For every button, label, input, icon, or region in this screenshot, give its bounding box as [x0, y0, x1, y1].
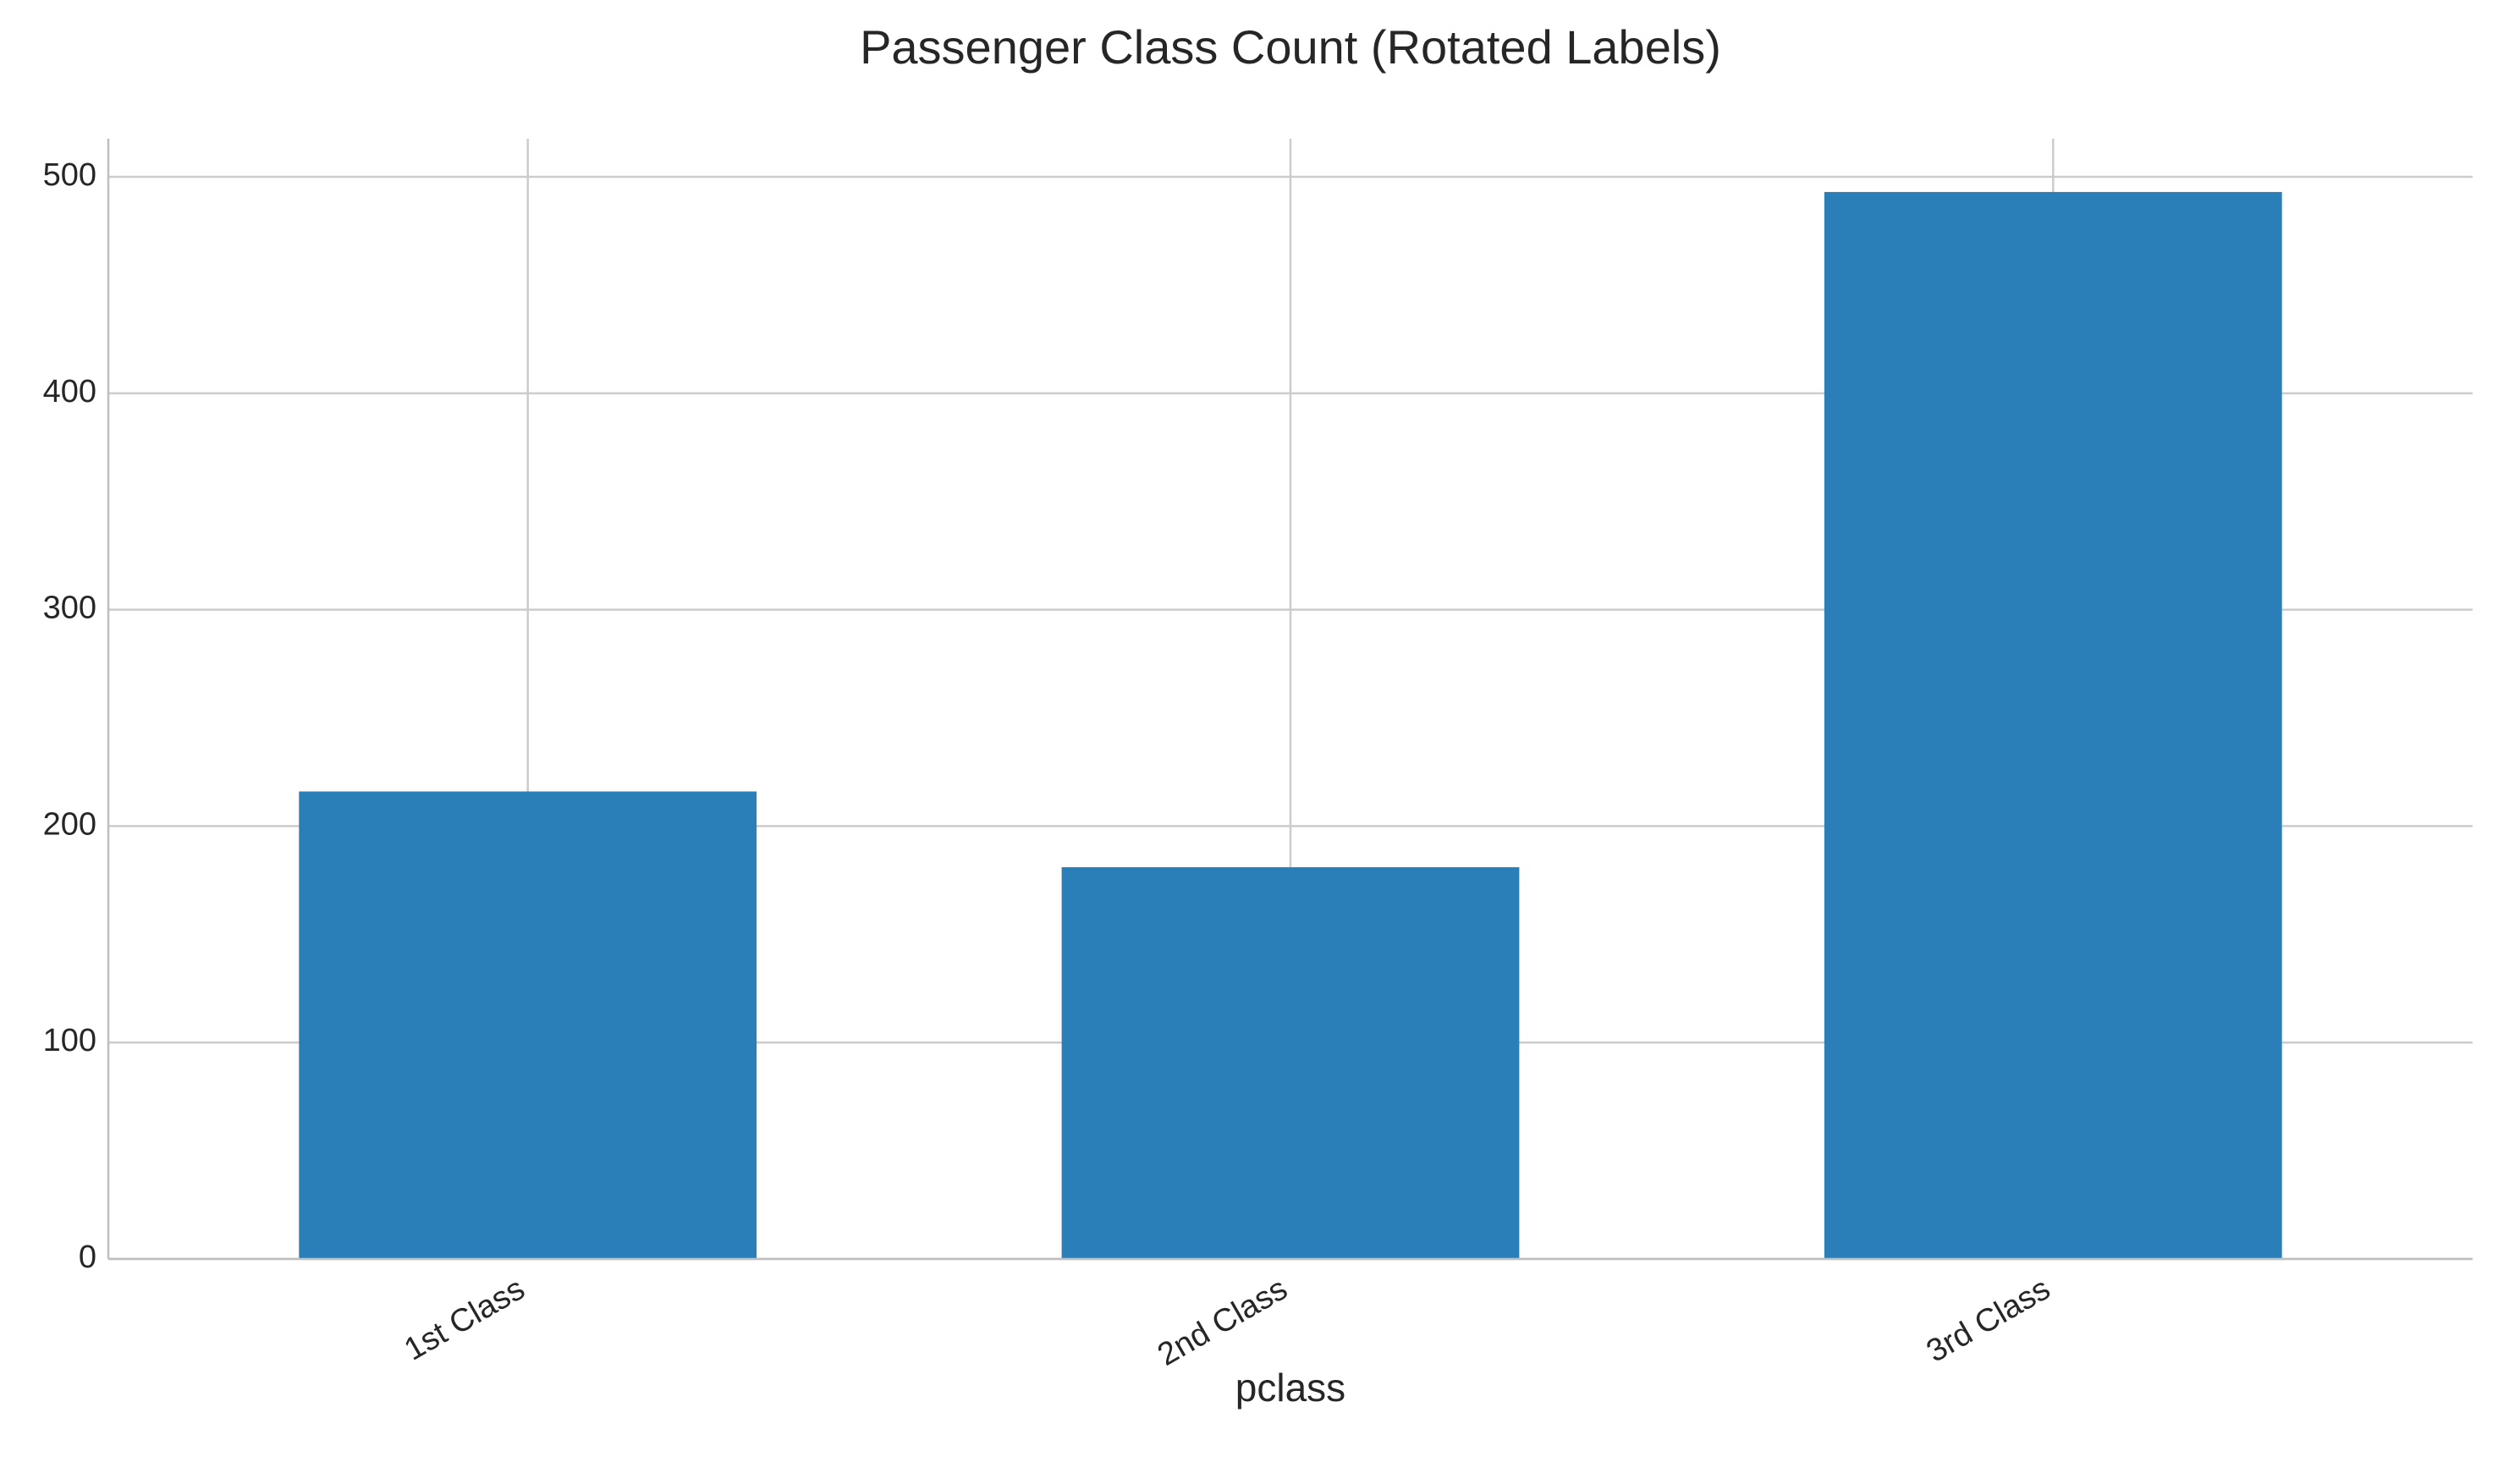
bar [1824, 191, 2282, 1260]
bar [1061, 867, 1520, 1259]
x-tick-label: 3rd Class [1921, 1271, 2056, 1370]
x-tick-label: 1st Class [399, 1271, 531, 1368]
chart-title: Passenger Class Count (Rotated Labels) [860, 20, 1721, 74]
y-tick-label: 300 [43, 591, 96, 626]
x-tick-label: 2nd Class [1152, 1271, 1293, 1373]
x-axis-label: pclass [1235, 1366, 1345, 1410]
y-tick-label: 100 [43, 1023, 96, 1058]
y-tick-label: 500 [43, 157, 96, 193]
y-tick-label: 0 [79, 1239, 96, 1275]
y-tick-label: 400 [43, 374, 96, 409]
bar [299, 791, 757, 1259]
y-tick-label: 200 [43, 806, 96, 842]
